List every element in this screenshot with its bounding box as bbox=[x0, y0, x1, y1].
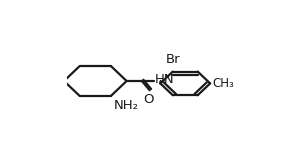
Text: NH₂: NH₂ bbox=[113, 99, 138, 112]
Text: Br: Br bbox=[166, 53, 181, 66]
Text: O: O bbox=[144, 93, 154, 106]
Text: HN: HN bbox=[155, 73, 174, 86]
Text: CH₃: CH₃ bbox=[212, 77, 234, 90]
